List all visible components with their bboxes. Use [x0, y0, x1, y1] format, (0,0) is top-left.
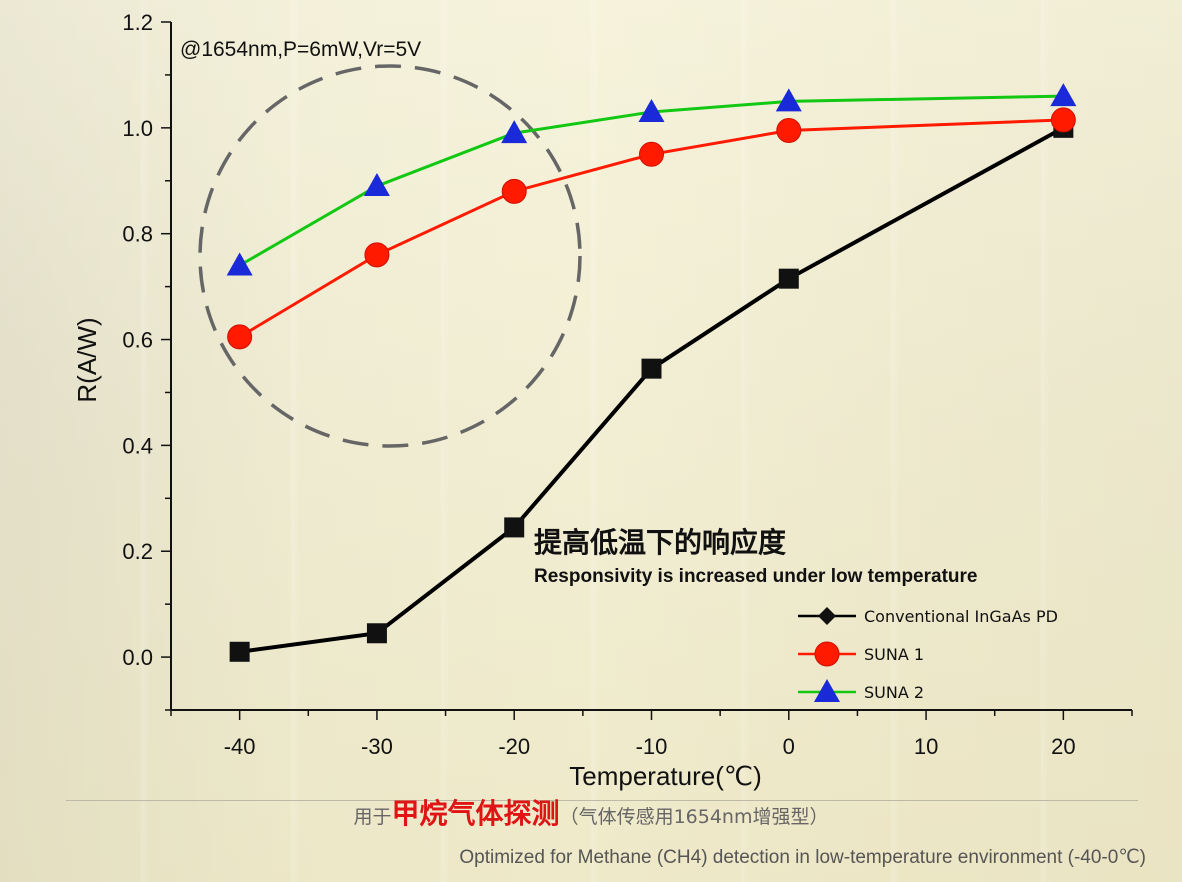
legend-marker [814, 679, 840, 702]
highlight-dashed-circle [198, 64, 582, 448]
data-point [639, 141, 664, 167]
x-tick-label: 20 [1051, 734, 1075, 759]
series-line-1 [239, 126, 1065, 654]
data-point [1050, 107, 1076, 133]
headline-english: Responsivity is increased under low temp… [534, 566, 977, 587]
measurement-condition: @1654nm,P=6mW,Vr=5V [180, 38, 421, 61]
legend-marker [814, 641, 840, 667]
x-tick-label: 10 [914, 734, 938, 759]
data-point [504, 517, 525, 538]
data-point [366, 623, 387, 644]
x-tick-label: -30 [361, 734, 393, 759]
data-point [641, 358, 662, 379]
y-axis-label: R(A/W) [72, 317, 102, 402]
y-tick-label: 0.6 [122, 328, 153, 353]
y-tick-label: 0.0 [122, 645, 153, 670]
data-point [364, 242, 390, 268]
footer-cn-suffix: （气体传感用1654nm增强型） [559, 806, 829, 828]
data-point [1050, 83, 1077, 107]
series-line-2 [238, 118, 1064, 339]
legend-marker [818, 607, 836, 625]
data-point [226, 252, 253, 276]
y-tick-label: 0.8 [122, 222, 153, 247]
responsivity-chart: -40 -30 -20 -10 0 10 20 0.0 0.2 0.4 0.6 0.8 1.0 1.2 @… [72, 10, 1133, 791]
data-point [501, 120, 528, 144]
footer-chinese: 用于甲烷气体探测（气体传感用1654nm增强型） [0, 792, 1182, 832]
highlight-circle [198, 64, 582, 448]
legend-label: Conventional InGaAs PD [864, 607, 1058, 626]
y-tick-label: 0.4 [122, 433, 153, 458]
data-point [501, 178, 527, 204]
series-lines [238, 94, 1065, 654]
data-point [775, 88, 802, 112]
data-point [363, 173, 390, 197]
x-tick-label: -20 [498, 734, 530, 759]
series-markers [226, 83, 1077, 662]
series-line-3 [238, 94, 1064, 267]
footer-english: Optimized for Methane (CH4) detection in… [459, 847, 1146, 868]
chart-axes: -40 -30 -20 -10 0 10 20 0.0 0.2 0.4 0.6 0.8 1.0 1.2 [122, 10, 1133, 759]
x-tick-label: -10 [636, 734, 668, 759]
footer-divider [66, 800, 1138, 801]
x-tick-label: -40 [224, 734, 256, 759]
y-tick-label: 0.2 [122, 539, 153, 564]
data-point [227, 324, 253, 350]
legend-label: SUNA 2 [864, 683, 924, 702]
footer-cn-prefix: 用于 [353, 806, 392, 828]
data-point [229, 641, 250, 662]
data-point [778, 268, 799, 289]
x-axis-label: Temperature(℃) [569, 761, 761, 791]
y-tick-label: 1.2 [122, 10, 153, 35]
y-tick-label: 1.0 [122, 116, 153, 141]
headline-chinese: 提高低温下的响应度 [534, 526, 786, 559]
data-point [638, 98, 665, 122]
footer-cn-highlight: 甲烷气体探测 [391, 797, 560, 830]
data-point [776, 117, 802, 143]
x-tick-label: 0 [783, 734, 795, 759]
legend: Conventional InGaAs PD SUNA 1 SUNA 2 [798, 607, 1058, 702]
legend-label: SUNA 1 [864, 645, 924, 664]
